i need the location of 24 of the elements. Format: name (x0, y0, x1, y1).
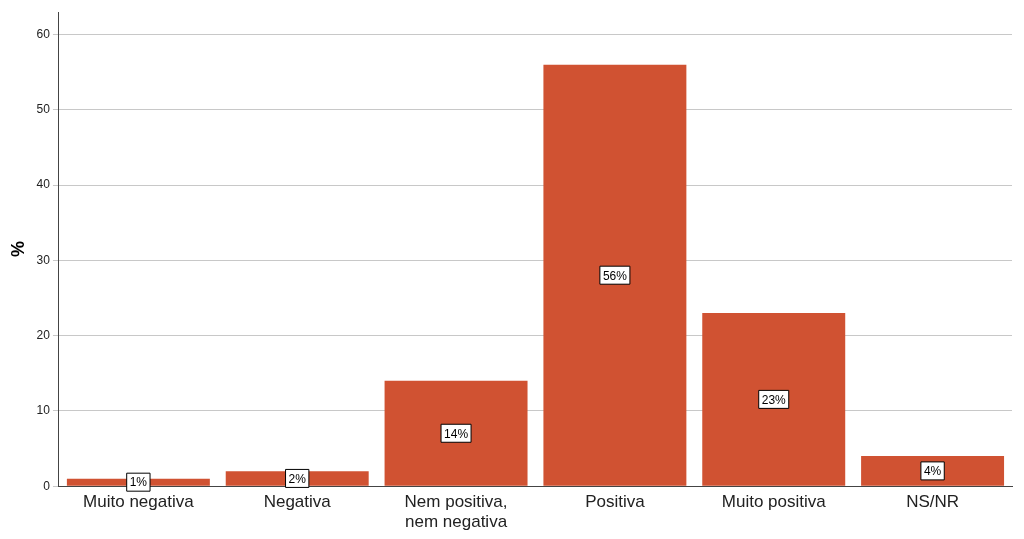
data-label: 14% (444, 426, 469, 441)
x-tick-label: Nem positiva, nem negativa (404, 492, 508, 532)
y-tick-label: 10 (36, 403, 51, 418)
data-label: 56% (602, 268, 628, 283)
y-tick-label: 50 (36, 102, 51, 117)
data-label: 2% (288, 471, 307, 486)
x-tick-label: Muito positiva (721, 492, 827, 512)
x-tick-label: NS/NR (906, 492, 960, 512)
y-tick-label: 30 (36, 252, 51, 267)
y-tick-label: 20 (36, 327, 51, 342)
x-tick-label: Muito negativa (83, 492, 195, 512)
y-tick-label: 0 (43, 478, 51, 493)
bar (384, 380, 528, 486)
y-tick-label: 60 (36, 26, 51, 41)
bar (861, 456, 1005, 486)
data-label: 4% (923, 464, 942, 479)
data-label: 23% (761, 392, 787, 407)
data-label: 1% (129, 475, 148, 490)
bar (543, 64, 687, 486)
x-tick-label: Positiva (585, 492, 646, 512)
y-tick-label: 40 (36, 177, 51, 192)
y-axis-title: % (7, 241, 28, 258)
x-tick-label: Negativa (263, 492, 332, 512)
bar (702, 313, 846, 486)
